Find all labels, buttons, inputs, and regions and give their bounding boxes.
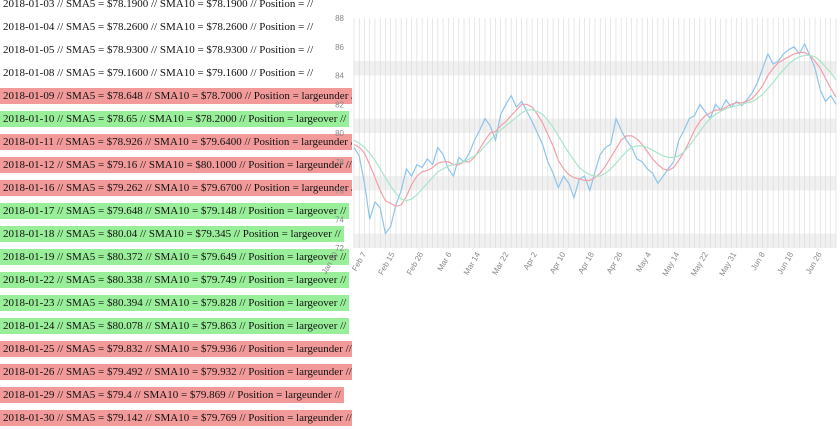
log-row-text: 2018-01-22 // SMA5 = $80.338 // SMA10 = … bbox=[0, 271, 350, 288]
x-tick-label: Apr 18 bbox=[576, 250, 596, 275]
x-tick-label: Mar 14 bbox=[462, 250, 483, 277]
x-tick-label: Mar 6 bbox=[436, 250, 454, 273]
log-row: 2018-01-24 // SMA5 = $80.078 // SMA10 = … bbox=[0, 314, 352, 337]
log-row-text: 2018-01-12 // SMA5 = $79.16 // SMA10 = $… bbox=[0, 156, 352, 173]
log-row-text: 2018-01-03 // SMA5 = $78.1900 // SMA10 =… bbox=[3, 0, 314, 10]
log-row: 2018-01-17 // SMA5 = $79.648 // SMA10 = … bbox=[0, 199, 352, 222]
x-tick-label: Apr 10 bbox=[548, 250, 568, 275]
log-row: 2018-01-04 // SMA5 = $78.2600 // SMA10 =… bbox=[0, 15, 352, 38]
price-chart-svg: 72 74 76 78 80 82 84 86 88 Jan 30 Feb 7 Feb 15 Feb 2… bbox=[320, 14, 837, 278]
log-row: 2018-01-16 // SMA5 = $79.262 // SMA10 = … bbox=[0, 176, 352, 199]
log-row: 2018-01-10 // SMA5 = $78.65 // SMA10 = $… bbox=[0, 107, 352, 130]
log-row-text: 2018-01-24 // SMA5 = $80.078 // SMA10 = … bbox=[0, 317, 350, 334]
y-tick-label: 86 bbox=[335, 43, 344, 52]
log-row: 2018-01-09 // SMA5 = $78.648 // SMA10 = … bbox=[0, 84, 352, 107]
log-row-text: 2018-01-30 // SMA5 = $79.142 // SMA10 = … bbox=[0, 409, 352, 426]
y-tick-label: 84 bbox=[335, 72, 344, 81]
log-row-text: 2018-01-26 // SMA5 = $79.492 // SMA10 = … bbox=[0, 363, 352, 380]
log-row: 2018-01-30 // SMA5 = $79.142 // SMA10 = … bbox=[0, 406, 352, 429]
x-tick-label: Jan 30 bbox=[320, 250, 340, 276]
log-row-text: 2018-01-18 // SMA5 = $80.04 // SMA10 = $… bbox=[0, 225, 344, 242]
x-tick-label: May 31 bbox=[717, 250, 738, 278]
y-tick-label: 72 bbox=[335, 244, 344, 253]
log-row: 2018-01-03 // SMA5 = $78.1900 // SMA10 =… bbox=[0, 0, 352, 15]
y-tick-label: 78 bbox=[335, 158, 344, 167]
log-row: 2018-01-05 // SMA5 = $78.9300 // SMA10 =… bbox=[0, 38, 352, 61]
log-row: 2018-01-18 // SMA5 = $80.04 // SMA10 = $… bbox=[0, 222, 352, 245]
y-tick-label: 80 bbox=[335, 129, 344, 138]
log-row: 2018-01-29 // SMA5 = $79.4 // SMA10 = $7… bbox=[0, 383, 352, 406]
x-tick-label: May 14 bbox=[660, 250, 681, 278]
x-tick-label: Apr 26 bbox=[605, 250, 625, 275]
log-row: 2018-01-22 // SMA5 = $80.338 // SMA10 = … bbox=[0, 268, 352, 291]
log-row-text: 2018-01-25 // SMA5 = $79.832 // SMA10 = … bbox=[0, 340, 352, 357]
series-line-sma5 bbox=[353, 51, 837, 207]
log-row-text: 2018-01-08 // SMA5 = $79.1600 // SMA10 =… bbox=[3, 66, 314, 79]
log-row: 2018-01-12 // SMA5 = $79.16 // SMA10 = $… bbox=[0, 153, 352, 176]
y-tick-label: 82 bbox=[335, 100, 344, 109]
x-tick-label: Feb 26 bbox=[405, 250, 426, 277]
log-row-text: 2018-01-23 // SMA5 = $80.394 // SMA10 = … bbox=[0, 294, 350, 311]
series-line-price bbox=[353, 42, 837, 236]
log-row: 2018-01-25 // SMA5 = $79.832 // SMA10 = … bbox=[0, 337, 352, 360]
log-row-text: 2018-01-04 // SMA5 = $78.2600 // SMA10 =… bbox=[3, 20, 314, 33]
x-tick-label: Jun 26 bbox=[804, 250, 824, 276]
x-tick-label: Jun 18 bbox=[775, 250, 795, 276]
log-row-text: 2018-01-29 // SMA5 = $79.4 // SMA10 = $7… bbox=[0, 386, 344, 403]
series-line-sma10 bbox=[353, 54, 837, 202]
log-row-text: 2018-01-17 // SMA5 = $79.648 // SMA10 = … bbox=[0, 202, 350, 219]
log-row: 2018-01-23 // SMA5 = $80.394 // SMA10 = … bbox=[0, 291, 352, 314]
x-tick-label: May 4 bbox=[634, 250, 653, 274]
log-row: 2018-01-11 // SMA5 = $78.926 // SMA10 = … bbox=[0, 130, 352, 153]
x-tick-label: Feb 7 bbox=[350, 250, 368, 273]
y-tick-label: 74 bbox=[335, 215, 344, 224]
log-row: 2018-01-26 // SMA5 = $79.492 // SMA10 = … bbox=[0, 360, 352, 383]
log-row-text: 2018-01-05 // SMA5 = $78.9300 // SMA10 =… bbox=[3, 43, 314, 56]
y-tick-label: 76 bbox=[335, 187, 344, 196]
price-chart: 72 74 76 78 80 82 84 86 88 Jan 30 Feb 7 Feb 15 Feb 2… bbox=[318, 0, 840, 300]
log-row-text: 2018-01-11 // SMA5 = $78.926 // SMA10 = … bbox=[0, 133, 352, 150]
log-row: 2018-01-19 // SMA5 = $80.372 // SMA10 = … bbox=[0, 245, 352, 268]
x-tick-label: May 22 bbox=[689, 250, 710, 278]
log-row-text: 2018-01-10 // SMA5 = $78.65 // SMA10 = $… bbox=[0, 110, 350, 127]
log-row-text: 2018-01-16 // SMA5 = $79.262 // SMA10 = … bbox=[0, 179, 352, 196]
x-tick-label: Jun 8 bbox=[749, 250, 767, 272]
log-row-text: 2018-01-09 // SMA5 = $78.648 // SMA10 = … bbox=[0, 87, 352, 104]
position-log: 2018-01-03 // SMA5 = $78.1900 // SMA10 =… bbox=[0, 0, 352, 429]
y-tick-label: 88 bbox=[335, 14, 344, 23]
x-tick-label: Apr 2 bbox=[522, 250, 540, 272]
log-row: 2018-01-08 // SMA5 = $79.1600 // SMA10 =… bbox=[0, 61, 352, 84]
x-tick-label: Mar 22 bbox=[490, 250, 511, 277]
x-tick-label: Feb 15 bbox=[376, 250, 397, 277]
log-row-text: 2018-01-19 // SMA5 = $80.372 // SMA10 = … bbox=[0, 248, 350, 265]
